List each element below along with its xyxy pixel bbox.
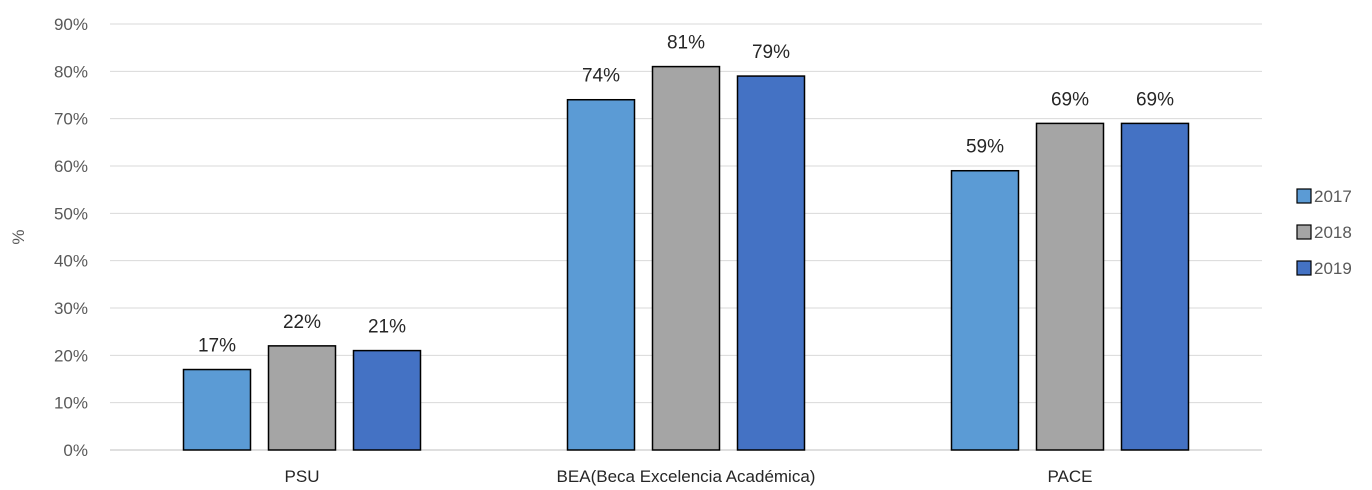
data-labels: 17% 22% 21% 74% 81% 79% 59% 69% 69% (198, 33, 1174, 357)
y-tick-label: 20% (54, 346, 88, 365)
y-axis-title: % (9, 229, 28, 244)
bar-2018-2 (1035, 122, 1105, 451)
category-label: PACE (1047, 467, 1092, 486)
y-axis: 0% 10% 20% 30% 40% 50% 60% 70% 80% 90% (54, 15, 88, 460)
data-label: 22% (283, 312, 321, 333)
bar-2017-1 (566, 98, 636, 451)
data-label: 21% (368, 317, 406, 338)
bar-2018-1 (651, 65, 721, 451)
bars (182, 65, 1190, 451)
legend-swatch-2019 (1296, 260, 1312, 276)
bar-2017-0 (182, 368, 252, 451)
bar-2019-2 (1120, 122, 1190, 451)
data-label: 81% (667, 33, 705, 54)
y-tick-label: 0% (63, 441, 88, 460)
y-tick-label: 60% (54, 157, 88, 176)
bar-2019-1 (736, 75, 806, 451)
category-label: PSU (285, 467, 320, 486)
data-label: 59% (966, 137, 1004, 158)
y-tick-label: 10% (54, 394, 88, 413)
y-tick-label: 50% (54, 204, 88, 223)
y-tick-label: 40% (54, 252, 88, 271)
legend-swatch-2017 (1296, 188, 1312, 204)
data-label: 69% (1051, 89, 1089, 110)
legend-label: 2018 (1314, 223, 1352, 242)
y-tick-label: 80% (54, 62, 88, 81)
category-label: BEA(Beca Excelencia Académica) (557, 467, 816, 486)
x-axis: PSU BEA(Beca Excelencia Académica) PACE (285, 467, 1093, 486)
bar-2017-2 (950, 169, 1020, 451)
y-tick-label: 70% (54, 110, 88, 129)
data-label: 69% (1136, 89, 1174, 110)
legend: 2017 2018 2019 (1296, 187, 1352, 278)
y-tick-label: 90% (54, 15, 88, 34)
bar-2019-0 (352, 349, 422, 451)
data-label: 17% (198, 336, 236, 357)
legend-swatch-2018 (1296, 224, 1312, 240)
legend-label: 2017 (1314, 187, 1352, 206)
data-label: 74% (582, 66, 620, 87)
legend-label: 2019 (1314, 259, 1352, 278)
y-tick-label: 30% (54, 299, 88, 318)
bar-2018-0 (267, 345, 337, 451)
data-label: 79% (752, 42, 790, 63)
